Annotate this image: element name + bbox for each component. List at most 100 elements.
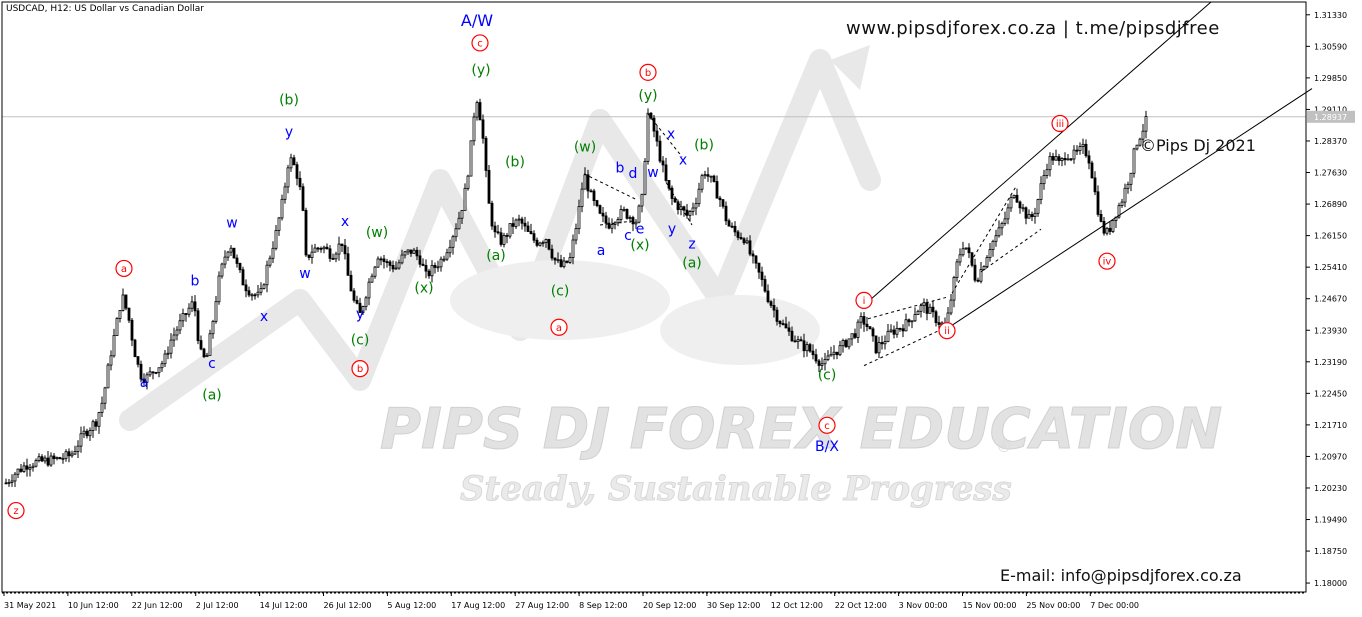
candle-body [1018,201,1022,209]
candle-body [238,263,242,271]
candle-body [1075,149,1079,152]
wave-label: b [616,161,625,177]
candle-body [400,254,404,264]
candle-body [1024,207,1028,219]
candle-body [808,344,812,352]
candle-body [1045,169,1049,176]
candle-body [928,306,932,314]
x-tick-label: 7 Dec 00:00 [1090,601,1139,610]
candle-body [664,164,668,181]
candle-body [988,249,992,258]
candle-body [265,264,269,286]
candle-body [652,117,656,132]
wave-label: c [208,356,216,372]
wave-label: (c) [551,283,570,299]
x-tick-label: 2 Jul 12:00 [196,601,239,610]
candle-body [10,480,14,483]
candle-body [517,218,521,221]
candle-body [976,279,980,282]
circled-wave-marker [351,360,369,378]
candle-body [322,246,326,250]
y-tick-label: 1.25410 [1314,263,1347,272]
candle-body [877,342,881,354]
wave-label: c [624,228,632,244]
candle-body [556,259,560,262]
candle-body [1009,197,1013,209]
candle-body [358,302,362,313]
y-tick-label: 1.22450 [1314,389,1347,398]
candle-body [502,235,506,245]
candle-body [1060,158,1064,162]
candle-body [778,320,782,324]
candle-body [22,465,26,472]
circled-wave-marker [639,63,657,81]
watermark-registered: ® [996,437,1012,456]
candle-body [241,269,245,286]
candle-body [604,215,608,224]
candle-body [430,264,434,277]
candle-body [403,251,407,256]
candle-body [115,318,119,336]
candle-body [112,335,116,357]
website-banner: www.pipsdjforex.co.za | t.me/pipsdjfree [846,18,1220,39]
candle-body [382,258,386,263]
candle-body [199,340,203,350]
candle-body [433,264,437,268]
candle-body [550,248,554,259]
candle-body [697,188,701,205]
candle-body [544,239,548,243]
current-price-label: 1.28937 [1314,113,1347,122]
candle-body [793,340,797,343]
candle-body [772,305,776,311]
candle-body [913,314,917,322]
candle-body [766,290,770,303]
candle-body [916,310,920,315]
candle-body [532,233,536,241]
candle-body [43,457,47,462]
candle-body [1120,201,1124,206]
candle-body [124,294,128,309]
candle-body [1102,220,1106,234]
wave-label: (x) [414,280,433,296]
candle-body [190,301,194,309]
candle-body [451,236,455,248]
wave-label: (c) [351,332,370,348]
wave-label: a [140,375,149,391]
candle-body [79,433,83,447]
candle-body [487,170,491,204]
candle-body [1081,143,1085,147]
candle-body [655,130,659,142]
wave-label: (w) [366,225,388,241]
candle-body [640,193,644,207]
candle-body [97,412,101,427]
x-tick-label: 31 May 2021 [4,601,56,610]
candle-body [499,232,503,245]
watermark-record [660,295,820,365]
candle-body [1063,158,1067,161]
candle-body [961,248,965,256]
candle-body [373,266,377,277]
watermark-tagline: Steady, Sustainable Progress [460,469,1012,509]
candle-body [226,251,230,258]
wave-label: y [356,307,364,323]
y-tick-label: 1.23190 [1314,358,1347,367]
x-tick-label: 26 Jul 12:00 [324,601,372,610]
candle-body [223,256,227,265]
candle-body [160,363,164,369]
candle-body [577,206,581,230]
candle-body [886,330,890,342]
wave-labels: A/W (b) y w b x a c (a) w x (w) y (c) (x) (y) (b) (a) (c) (… [7,11,1116,520]
circled-wave-label: b [645,68,651,79]
candle-body [1087,155,1091,164]
candle-body [769,301,773,306]
candle-body [52,455,56,460]
x-tick-label: 30 Sep 12:00 [707,601,760,610]
candle-body [58,457,62,460]
candle-body [1069,158,1073,161]
candle-body [88,430,92,437]
candle-body [922,302,926,307]
candle-body [70,453,74,457]
candle-body [811,350,815,356]
candle-body [586,174,590,192]
